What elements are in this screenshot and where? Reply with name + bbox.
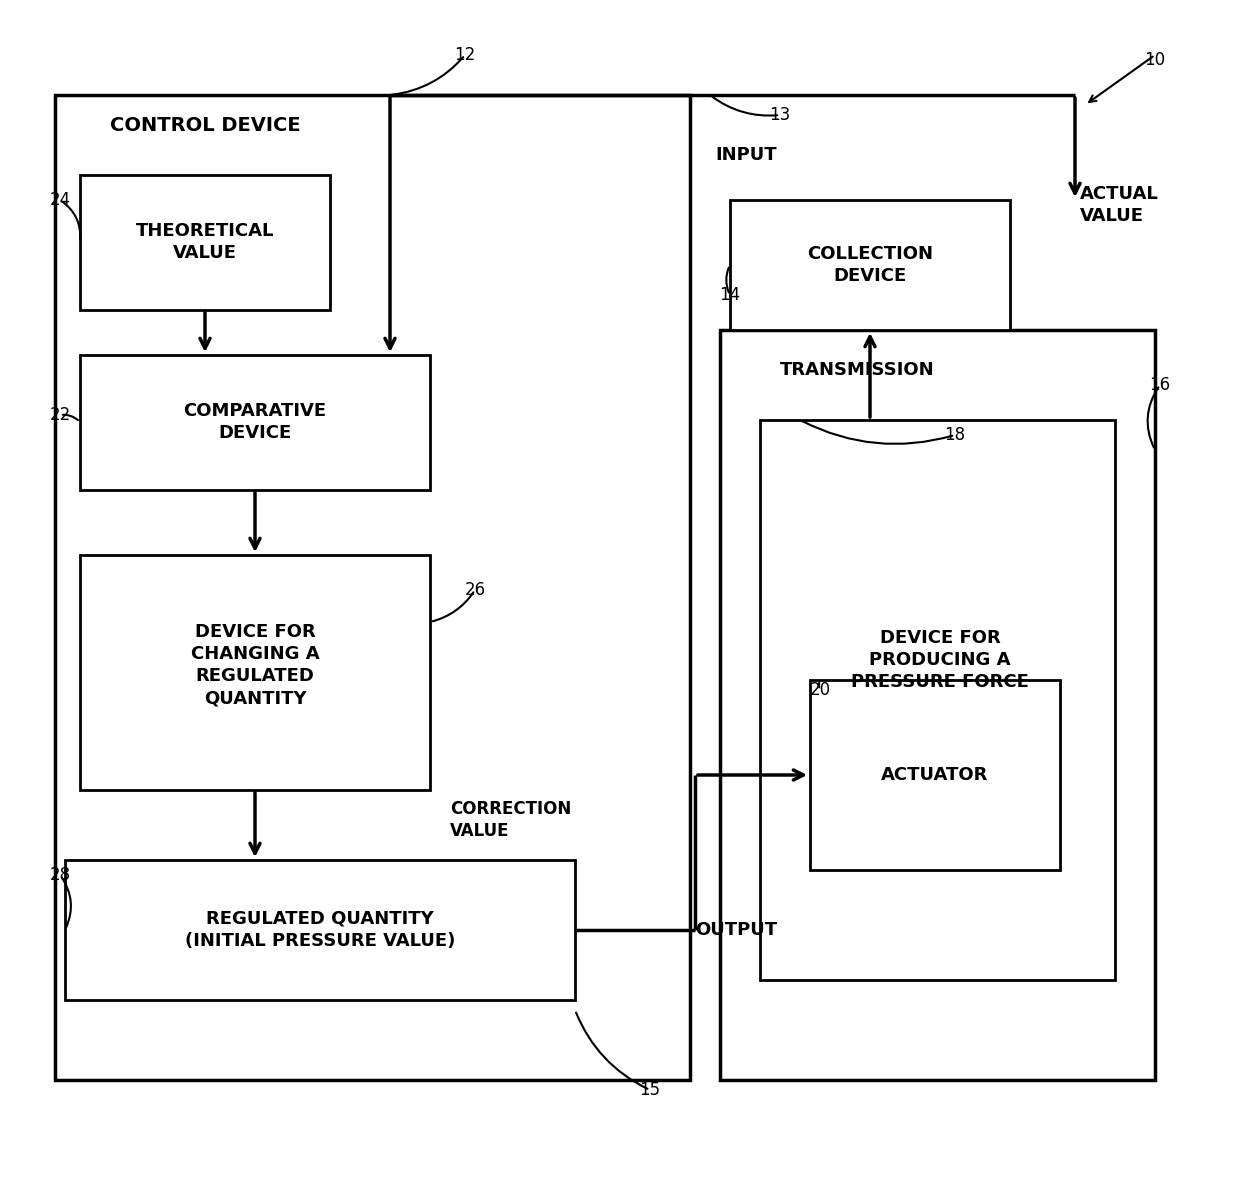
Bar	[55, 94, 689, 1080]
Bar	[810, 680, 1060, 870]
Text: 26: 26	[465, 581, 486, 599]
Text: 12: 12	[454, 45, 476, 65]
Text: CORRECTION
VALUE: CORRECTION VALUE	[450, 799, 572, 840]
Text: 22: 22	[50, 406, 71, 424]
Text: OUTPUT: OUTPUT	[694, 921, 777, 939]
Text: DEVICE FOR
CHANGING A
REGULATED
QUANTITY: DEVICE FOR CHANGING A REGULATED QUANTITY	[191, 623, 320, 707]
Bar	[720, 330, 1154, 1080]
Text: INPUT: INPUT	[715, 146, 776, 164]
Text: TRANSMISSION: TRANSMISSION	[780, 361, 935, 379]
Text: COMPARATIVE
DEVICE: COMPARATIVE DEVICE	[184, 402, 326, 442]
Text: 28: 28	[50, 866, 71, 884]
Text: 16: 16	[1149, 376, 1171, 394]
Bar	[730, 200, 1011, 330]
Text: 13: 13	[769, 106, 791, 124]
Bar	[64, 860, 575, 1000]
Text: DEVICE FOR
PRODUCING A
PRESSURE FORCE: DEVICE FOR PRODUCING A PRESSURE FORCE	[851, 629, 1029, 691]
Text: CONTROL DEVICE: CONTROL DEVICE	[110, 116, 300, 135]
Text: 18: 18	[945, 425, 966, 445]
Text: ACTUATOR: ACTUATOR	[882, 766, 988, 784]
Text: THEORETICAL
VALUE: THEORETICAL VALUE	[136, 222, 274, 262]
Bar	[760, 419, 1115, 980]
Text: 10: 10	[1145, 51, 1166, 69]
Text: 15: 15	[640, 1081, 661, 1099]
Text: 20: 20	[810, 681, 831, 699]
Text: 24: 24	[50, 191, 71, 209]
Bar	[81, 355, 430, 490]
Text: ACTUAL
VALUE: ACTUAL VALUE	[1080, 185, 1158, 225]
Bar	[81, 174, 330, 310]
Bar	[81, 554, 430, 790]
Text: REGULATED QUANTITY
(INITIAL PRESSURE VALUE): REGULATED QUANTITY (INITIAL PRESSURE VAL…	[185, 909, 455, 950]
Text: COLLECTION
DEVICE: COLLECTION DEVICE	[807, 245, 932, 286]
Text: 14: 14	[719, 286, 740, 304]
